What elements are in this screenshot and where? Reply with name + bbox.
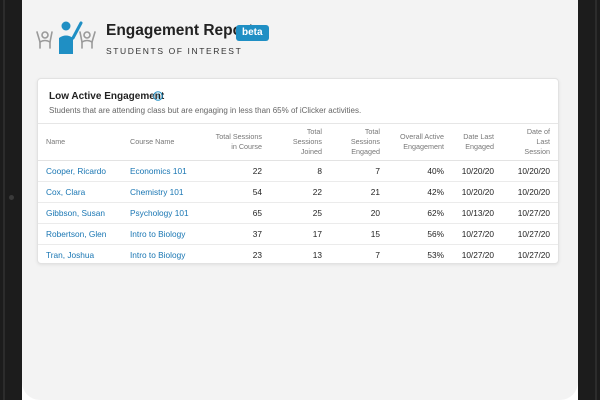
divider	[38, 123, 558, 124]
student-name-link[interactable]: Robertson, Glen	[38, 223, 122, 245]
course-name-link[interactable]: Intro to Biology	[130, 249, 186, 260]
course-name-link[interactable]: Economics 101	[122, 160, 206, 182]
card-title: Low Active Engagement	[49, 91, 165, 102]
student-name-link[interactable]: Gibbson, Susan	[38, 202, 122, 224]
tablet-bezel-right	[578, 0, 600, 400]
date-last-session-cell: 10/27/20	[502, 223, 558, 245]
column-header[interactable]: Date of Last Session	[502, 124, 558, 161]
student-name-link[interactable]: Tran, Joshua	[46, 249, 95, 260]
overall-engagement-cell: 42%	[388, 181, 452, 203]
student-name-link[interactable]: Cooper, Ricardo	[38, 160, 122, 182]
sessions-joined-cell: 25	[270, 202, 330, 224]
total-sessions-cell: 65	[206, 202, 270, 224]
low-engagement-card: Low Active Engagement Students that are …	[37, 78, 559, 264]
column-header[interactable]: Overall Active Engagement	[388, 124, 452, 161]
table-row: Cooper, Ricardo Economics 101 22 8 7 40%…	[38, 160, 558, 182]
info-icon[interactable]	[153, 91, 163, 101]
overall-engagement-cell: 62%	[388, 202, 452, 224]
total-sessions-cell: 37	[206, 223, 270, 245]
overall-engagement-cell: 53%	[427, 249, 444, 260]
sessions-engaged-cell: 7	[375, 249, 380, 260]
screen: Engagement Report beta STUDENTS OF INTER…	[22, 0, 578, 400]
column-header[interactable]: Total Sessions in Course	[206, 124, 270, 161]
column-header[interactable]: Date Last Engaged	[452, 124, 502, 161]
report-header: Engagement Report beta STUDENTS OF INTER…	[22, 0, 578, 68]
sessions-engaged-cell: 7	[330, 160, 388, 182]
page-subtitle: STUDENTS OF INTEREST	[106, 46, 243, 56]
sessions-engaged-cell: 15	[330, 223, 388, 245]
sessions-joined-cell: 22	[270, 181, 330, 203]
camera-dot	[9, 195, 14, 200]
overall-engagement-cell: 56%	[388, 223, 452, 245]
table-row: Cox, Clara Chemistry 101 54 22 21 42% 10…	[38, 181, 558, 203]
table-row: Gibbson, Susan Psychology 101 65 25 20 6…	[38, 202, 558, 224]
column-header[interactable]: Course Name	[122, 124, 206, 161]
overall-engagement-cell: 40%	[388, 160, 452, 182]
student-name-link[interactable]: Cox, Clara	[38, 181, 122, 203]
date-last-engaged-cell: 10/20/20	[452, 181, 502, 203]
date-last-engaged-cell: 10/27/20	[452, 223, 502, 245]
total-sessions-cell: 23	[252, 249, 262, 260]
sessions-joined-cell: 13	[312, 249, 322, 260]
sessions-joined-cell: 17	[270, 223, 330, 245]
page-title: Engagement Report	[106, 22, 254, 39]
date-last-session-cell: 10/20/20	[502, 160, 558, 182]
card-description: Students that are attending class but ar…	[49, 106, 362, 115]
presenter-with-raised-hands-icon	[36, 21, 96, 54]
column-header[interactable]: Total Sessions Engaged	[330, 124, 388, 161]
date-last-engaged-cell: 10/27/20	[461, 249, 494, 260]
sessions-engaged-cell: 21	[330, 181, 388, 203]
course-name-link[interactable]: Intro to Biology	[122, 223, 206, 245]
beta-badge: beta	[236, 25, 269, 41]
date-last-engaged-cell: 10/20/20	[452, 160, 502, 182]
sessions-joined-cell: 8	[270, 160, 330, 182]
total-sessions-cell: 54	[206, 181, 270, 203]
course-name-link[interactable]: Chemistry 101	[122, 181, 206, 203]
date-last-session-cell: 10/27/20	[502, 202, 558, 224]
column-header[interactable]: Name	[38, 124, 122, 161]
sessions-engaged-cell: 20	[330, 202, 388, 224]
table-row: Tran, Joshua Intro to Biology 23 13 7 53…	[38, 244, 558, 265]
total-sessions-cell: 22	[206, 160, 270, 182]
students-table: Name Course Name Total Sessions in Course…	[38, 124, 558, 265]
date-last-session-cell: 10/27/20	[517, 249, 550, 260]
table-row: Robertson, Glen Intro to Biology 37 17 1…	[38, 223, 558, 245]
course-name-link[interactable]: Psychology 101	[122, 202, 206, 224]
table-header-row: Name Course Name Total Sessions in Course…	[38, 124, 558, 161]
date-last-engaged-cell: 10/13/20	[452, 202, 502, 224]
tablet-bezel-left	[0, 0, 22, 400]
column-header[interactable]: Total Sessions Joined	[270, 124, 330, 161]
date-last-session-cell: 10/20/20	[502, 181, 558, 203]
